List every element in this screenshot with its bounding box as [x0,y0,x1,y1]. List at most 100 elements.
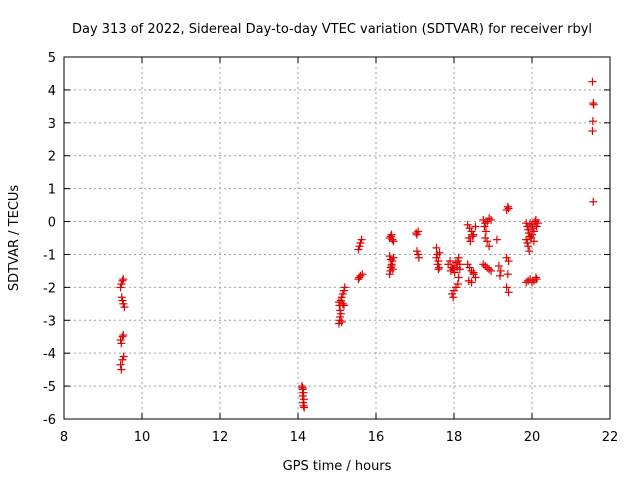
data-point [300,403,309,412]
data-point [116,360,125,369]
data-point [451,258,460,267]
data-point [297,382,306,391]
data-point [336,306,345,315]
data-point [340,286,349,295]
data-point [386,263,395,272]
y-tick-label: -1 [43,248,56,263]
y-tick-label: -2 [43,281,56,296]
data-point [432,243,441,252]
data-point [465,224,474,233]
data-point [528,224,537,233]
data-point [117,293,126,302]
y-tick-label: 2 [48,150,56,165]
data-point [469,230,478,239]
data-point [338,289,347,298]
data-point [449,293,458,302]
data-point [524,242,533,251]
data-point [464,234,473,242]
data-point [338,299,347,308]
data-point [504,288,513,297]
data-point [340,301,349,310]
data-point [385,270,394,279]
data-point [485,265,494,274]
data-point [467,278,476,287]
data-point [116,336,125,345]
x-tick-label: 8 [60,430,68,445]
data-point [118,276,127,285]
data-point [467,227,476,236]
data-point [532,222,541,231]
data-point [117,339,126,348]
data-point [388,257,397,266]
data-point [336,309,345,318]
data-point [412,229,421,238]
data-point [526,232,535,241]
data-point [524,225,533,234]
data-point [504,257,513,266]
data-point [386,255,395,264]
data-point [481,234,490,242]
data-point [480,222,489,231]
data-point [450,268,459,277]
x-tick-label: 10 [134,430,151,445]
x-tick-labels: 8 10 12 14 16 18 20 22 [60,430,618,445]
data-point [451,283,460,292]
data-point [434,257,443,266]
data-point [529,227,538,236]
plot-frame [63,56,611,420]
x-tick-label: 22 [602,430,619,445]
data-point [487,266,496,275]
data-point [481,261,490,270]
data-point [446,257,455,266]
data-point [334,298,343,307]
data-point [434,265,443,274]
data-point [471,273,480,282]
data-point [435,248,444,257]
data-point [340,283,349,292]
data-point [589,100,598,109]
data-point [357,235,366,244]
x-axis-label: GPS time / hours [283,459,392,474]
data-point [453,257,462,266]
data-point [385,252,394,261]
data-point [487,215,496,224]
data-point [496,271,505,280]
data-point [531,273,540,282]
data-points [116,77,598,412]
data-point [467,266,476,275]
y-tick-label: -3 [43,314,56,329]
data-point [588,77,597,86]
data-point [463,260,472,269]
y-tick-label: 3 [48,117,56,132]
data-point [454,273,463,282]
x-tick-label: 18 [446,430,463,445]
data-point [414,250,423,259]
data-point [387,230,396,239]
data-point [502,206,511,215]
data-point [531,215,540,224]
data-point [336,296,345,305]
data-point [522,235,531,244]
data-point [485,242,494,251]
data-point [412,247,421,256]
data-point [503,270,512,279]
x-tick-label: 20 [524,430,541,445]
data-point [483,263,492,272]
data-point [496,266,505,275]
data-point [483,217,492,226]
data-point [529,237,538,246]
data-point [414,227,423,236]
y-tick-label: -4 [43,347,56,362]
data-point [356,271,365,280]
y-tick-label: -5 [43,380,56,395]
data-point [432,253,441,262]
data-point [492,235,501,244]
data-point [120,303,129,312]
data-point [479,260,488,269]
data-point [412,230,421,239]
data-point [450,286,458,295]
data-point [356,238,365,247]
data-point [119,352,128,361]
data-point [502,283,511,292]
data-point [119,299,128,308]
